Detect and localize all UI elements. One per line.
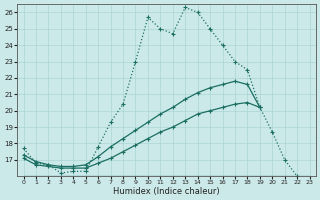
X-axis label: Humidex (Indice chaleur): Humidex (Indice chaleur) bbox=[113, 187, 220, 196]
